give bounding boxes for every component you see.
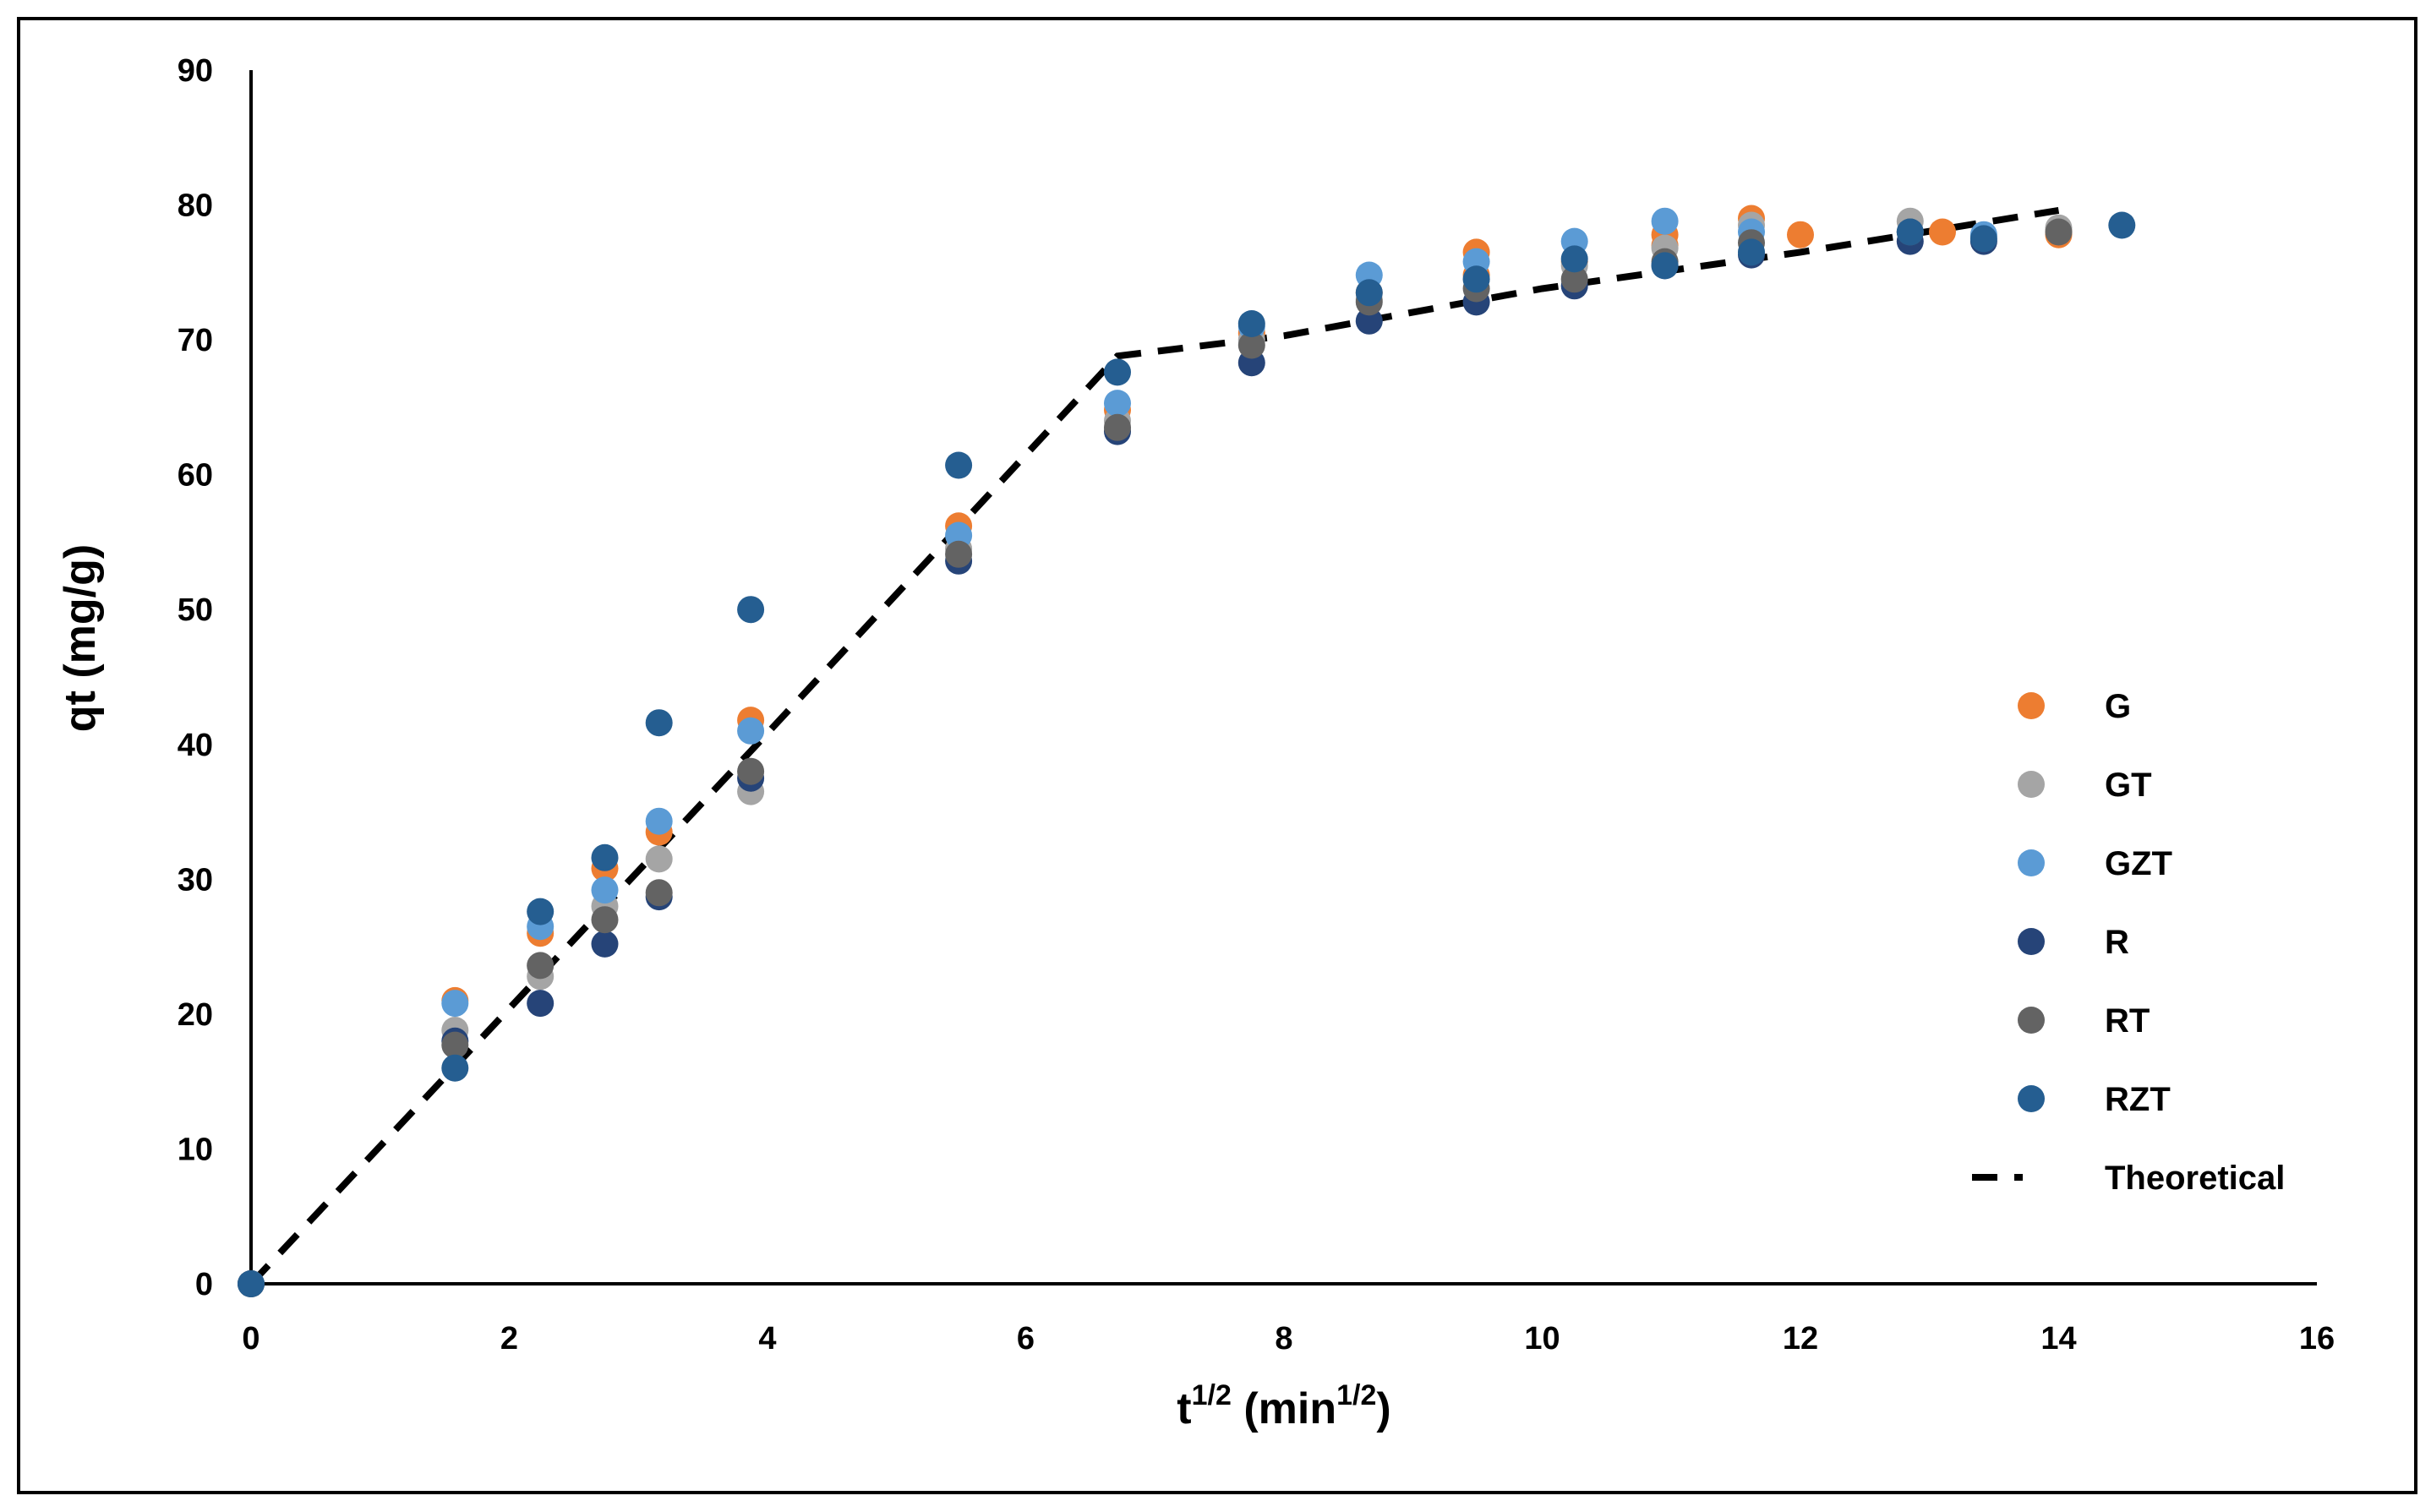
data-point [441,1054,469,1082]
data-point [1355,307,1383,335]
plot-area [238,205,2136,1297]
y-tick-label: 70 [178,323,213,358]
data-point [1738,238,1765,266]
y-tick-label: 90 [178,53,213,89]
x-tick-label: 6 [1017,1321,1035,1356]
series-rzt [238,211,2136,1297]
data-point [1104,390,1131,418]
data-point [1787,221,1814,248]
legend-item-rt: RT [2018,1002,2150,1040]
data-point [945,540,973,568]
data-point [591,876,619,904]
data-point [1651,207,1679,235]
legend-item-gzt: GZT [2018,845,2172,882]
legend-item-g: G [2018,688,2131,725]
data-point [1104,413,1131,441]
legend-label: RZT [2105,1081,2171,1118]
data-point [737,757,765,785]
data-point [238,1270,265,1297]
y-tick-labels: 0 10 20 30 40 50 60 70 80 90 [178,53,213,1302]
data-point [1560,245,1588,273]
legend-item-rzt: RZT [2018,1081,2171,1118]
y-tick-label: 80 [178,188,213,224]
legend-label: R [2105,924,2129,961]
data-point [645,709,673,737]
x-axis-title-close: ) [1376,1384,1390,1433]
legend-marker [2018,928,2045,955]
x-tick-label: 2 [500,1321,518,1356]
x-tick-label: 16 [2299,1321,2335,1356]
x-tick-labels: 0 2 4 6 8 10 12 14 16 [242,1321,2335,1356]
x-axis-title-base: t [1177,1384,1191,1433]
y-tick-label: 50 [178,592,213,628]
legend-label: GZT [2105,845,2172,882]
data-point [527,990,554,1018]
legend-label: GT [2105,767,2152,804]
series-line-theoretical [249,206,2060,1286]
data-point [591,930,619,958]
data-point [1237,331,1265,359]
legend-marker [2018,849,2045,876]
y-axis-title: qt (mg/g) [56,544,105,732]
data-point [591,843,619,871]
data-point [645,807,673,835]
legend-marker [2018,1007,2045,1034]
x-tick-label: 0 [242,1321,259,1356]
legend-item-gt: GT [2018,767,2152,804]
legend-label: Theoretical [2105,1160,2285,1197]
data-point [441,1031,469,1059]
data-point [1651,252,1679,280]
data-point [1560,265,1588,293]
data-point [645,845,673,873]
legend-item-r: R [2018,924,2129,961]
x-tick-label: 8 [1275,1321,1292,1356]
data-point [527,898,554,925]
data-point [945,521,973,549]
data-point [2045,218,2073,246]
x-axis-title: t1/2 (min1/2) [1177,1379,1390,1433]
data-point [591,906,619,934]
y-tick-label: 10 [178,1132,213,1167]
data-point [441,990,469,1018]
legend: G GT GZT R RT RZT Theoretical [1972,688,2285,1197]
x-tick-label: 12 [1783,1321,1818,1356]
y-tick-label: 60 [178,458,213,494]
y-tick-label: 20 [178,997,213,1033]
x-axis-title-unit: (min [1232,1384,1336,1433]
legend-marker [2018,771,2045,798]
data-point [645,879,673,907]
data-point [1355,279,1383,307]
data-point [1237,310,1265,337]
y-tick-label: 30 [178,862,213,898]
data-point [945,451,973,479]
data-point [1462,265,1490,293]
legend-label: RT [2105,1002,2150,1040]
legend-label: G [2105,688,2131,725]
x-axis-title-unit-sup: 1/2 [1336,1379,1376,1411]
data-point [737,596,765,624]
x-tick-label: 14 [2040,1321,2076,1356]
data-point [527,952,554,980]
data-point [737,717,765,745]
x-tick-label: 4 [758,1321,776,1356]
x-tick-label: 10 [1524,1321,1560,1356]
x-axis-title-base-sup: 1/2 [1192,1379,1232,1411]
legend-item-theoretical: Theoretical [1972,1160,2285,1197]
legend-marker [2018,692,2045,719]
data-point [1896,218,1924,246]
data-point [1929,218,1956,246]
data-point [1969,225,1997,253]
data-point [2108,211,2136,239]
y-tick-label: 40 [178,728,213,763]
y-tick-label: 0 [195,1267,213,1302]
data-point [1104,358,1131,386]
legend-marker [2018,1085,2045,1112]
chart-border [17,17,2417,1494]
